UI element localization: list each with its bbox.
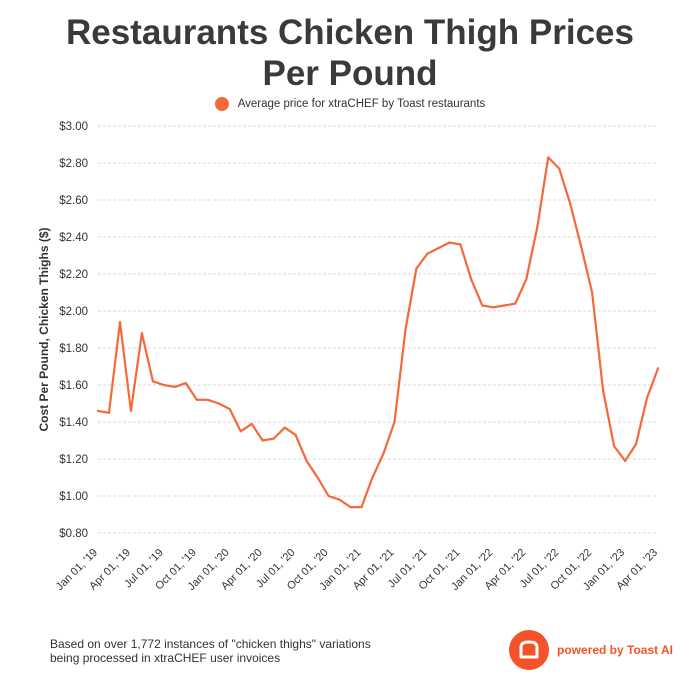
y-tick-label: $1.00 [59,491,88,503]
data-point [184,382,187,385]
data-point [151,380,155,383]
data-point [448,241,451,244]
data-point [525,278,528,281]
y-tick-label: $2.00 [59,306,88,318]
data-point [426,252,429,255]
data-point [118,321,122,324]
data-point [470,278,473,281]
data-point [656,367,660,370]
data-point [140,332,144,335]
y-tick-label: $3.00 [59,121,88,133]
y-tick-label: $2.40 [59,232,88,244]
legend-marker [214,97,229,111]
y-tick-label: $2.60 [59,195,88,207]
data-point [536,226,539,229]
y-tick-label: $1.20 [59,454,88,466]
toast-logo-icon [509,630,549,670]
brand-text: powered by Toast AI [557,643,674,657]
data-point [327,494,330,498]
data-point [634,443,638,446]
y-tick-label: $1.60 [59,380,88,392]
data-point [338,498,341,501]
chart-title-line-2: Per Pound [262,54,438,93]
data-point [107,411,111,414]
data-point [217,402,220,405]
data-point [173,385,176,388]
footnote: Based on over 1,772 instances of "chicke… [50,637,371,665]
data-point [228,407,231,411]
data-point [601,389,605,392]
data-point [349,506,352,509]
y-tick-label: $0.80 [59,528,88,540]
data-point [162,383,165,387]
chart-title-line-1: Restaurants Chicken Thigh Prices [66,13,634,52]
data-point [481,304,484,307]
data-point [206,398,209,401]
data-point [404,328,407,331]
data-point [503,304,506,307]
data-point [569,202,572,205]
legend: Average price for xtraCHEF by Toast rest… [0,97,700,111]
y-tick-label: $1.80 [59,343,88,355]
data-point [294,433,297,437]
data-point [645,396,649,400]
brand-badge: powered by Toast AI [509,630,673,670]
data-point [558,167,561,170]
data-point [547,156,550,159]
data-point [437,247,440,250]
y-tick-label: $2.20 [59,269,88,281]
data-point [305,459,308,462]
y-tick-label: $1.40 [59,417,88,429]
data-point [382,452,385,455]
data-point [261,439,264,442]
data-point [623,459,627,462]
data-point [316,476,319,479]
data-point [459,243,462,246]
data-point [612,444,616,448]
data-point [371,476,374,479]
data-point [96,409,100,412]
data-point [514,302,517,305]
data-point [415,267,418,270]
data-point [195,398,198,401]
series-line [96,156,660,509]
data-point [393,420,396,424]
data-point [283,426,286,429]
data-point [239,430,242,433]
data-point [591,291,594,294]
data-point [580,245,583,248]
data-point [272,437,275,440]
y-tick-label: $2.80 [59,158,88,170]
y-axis-label: Cost Per Pound, Chicken Thighs ($) [37,227,51,431]
legend-label: Average price for xtraCHEF by Toast rest… [237,98,486,110]
chart-title: Restaurants Chicken Thigh Prices Per Pou… [0,12,700,94]
data-point [250,422,253,425]
data-point [492,306,495,309]
data-point [129,409,133,412]
data-point [360,506,363,509]
footnote-line-2: being processed in xtraCHEF user invoice… [50,651,281,665]
footnote-line-1: Based on over 1,772 instances of "chicke… [50,637,371,651]
